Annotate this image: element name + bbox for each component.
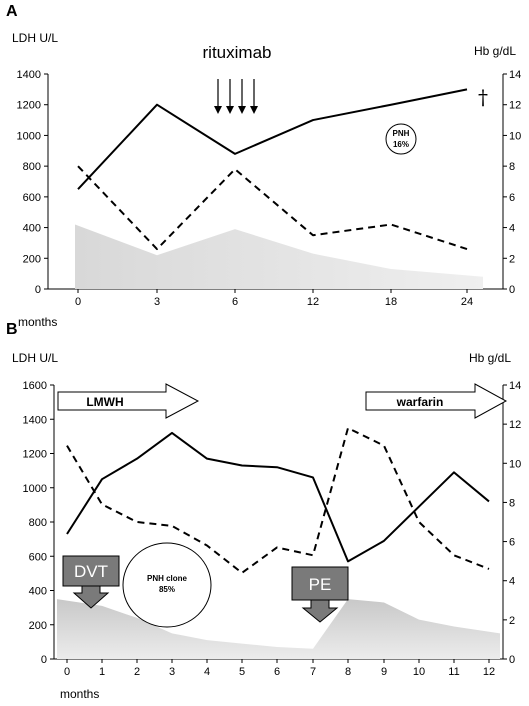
panel-b-left-tick-label: 800	[29, 517, 47, 529]
panel-a-left-tick-label: 600	[23, 192, 41, 204]
panel-b-left-tick-label: 400	[29, 586, 47, 598]
panel-b-x-tick-label: 0	[64, 666, 70, 678]
pnh-circle-a: PNH 16%	[385, 123, 417, 155]
panel-a-right-tick-label: 10	[509, 130, 521, 142]
panel-a-left-tick-label: 0	[35, 284, 41, 296]
panel-a-left-tick-label: 1000	[17, 130, 41, 142]
panel-b-x-tick-label: 5	[239, 666, 245, 678]
panel-a-right-tick-label: 6	[509, 192, 515, 204]
panel-b-right-tick-label: 2	[509, 615, 515, 627]
panel-a-left-tick-label: 800	[23, 161, 41, 173]
panel-b-left-tick-label: 1000	[23, 483, 47, 495]
dvt-callout: DVT	[62, 555, 120, 609]
panel-a-right-tick-label: 4	[509, 223, 515, 235]
panel-a: A LDH U/L Hb g/dL 0200400600800100012001…	[6, 3, 521, 329]
panel-b-right-tick-label: 0	[509, 654, 515, 666]
panel-b-x-tick-label: 4	[204, 666, 210, 678]
panel-b-area-series	[57, 599, 500, 659]
warfarin-label: warfarin	[396, 395, 444, 409]
panel-a-x-tick-label: 3	[154, 296, 160, 308]
panel-b-left-tick-label: 200	[29, 620, 47, 632]
panel-b-x-tick-label: 3	[169, 666, 175, 678]
panel-b-x-tick-label: 8	[345, 666, 351, 678]
rituximab-label: rituximab	[203, 43, 272, 62]
rituximab-arrow-2	[226, 79, 234, 114]
dvt-label: DVT	[74, 562, 108, 581]
panel-a-right-tick-label: 12	[509, 100, 521, 112]
panel-a-x-tick-label: 18	[385, 296, 397, 308]
panel-b-area-series	[57, 599, 500, 659]
panel-a-right-tick-label: 14	[509, 69, 521, 81]
panel-a-x-tick-label: 24	[461, 296, 473, 308]
pe-label: PE	[309, 575, 332, 594]
panel-b-left-tick-label: 600	[29, 551, 47, 563]
panel-a-line-series	[77, 88, 468, 251]
panel-b-right-tick-label: 4	[509, 576, 515, 588]
pe-callout: PE	[291, 566, 349, 623]
panel-b-right-tick-label: 12	[509, 419, 521, 431]
panel-a-x-tick-label: 12	[307, 296, 319, 308]
panel-a-right-tick-label: 8	[509, 161, 515, 173]
panel-a-left-axis-label: LDH U/L	[12, 31, 58, 45]
pnh-clone-text-1: PNH clone	[147, 574, 188, 583]
panel-a-x-tick-label: 6	[232, 296, 238, 308]
panel-b-solid-series	[66, 431, 490, 563]
pnh-circle-a-text-1: PNH	[393, 129, 410, 138]
panel-b-right-tick-label: 10	[509, 458, 521, 470]
panel-b-ticks: 0200400600800100012001400160002468101214…	[23, 380, 522, 678]
panel-a-dashed-series	[77, 165, 468, 251]
panel-b-x-tick-label: 10	[413, 666, 425, 678]
warfarin-arrow: warfarin	[365, 383, 508, 419]
rituximab-arrows	[214, 79, 258, 114]
panel-a-x-tick-label: 0	[75, 296, 81, 308]
rituximab-arrow-4	[250, 79, 258, 114]
panel-a-right-axis-label: Hb g/dL	[474, 44, 516, 58]
panel-b-left-axis-label: LDH U/L	[12, 351, 58, 365]
panel-a-area-series	[75, 224, 483, 289]
panel-b-x-tick-label: 7	[310, 666, 316, 678]
panel-b-x-tick-label: 11	[448, 666, 459, 678]
panel-a-label: A	[6, 3, 18, 20]
panel-a-left-tick-label: 1400	[17, 69, 41, 81]
panel-b-dashed-series	[66, 427, 490, 574]
lmwh-arrow: LMWH	[57, 383, 200, 419]
panel-b-x-tick-label: 12	[483, 666, 495, 678]
panel-a-left-tick-label: 400	[23, 223, 41, 235]
panel-a-left-tick-label: 200	[23, 253, 41, 265]
panel-b-x-tick-label: 2	[134, 666, 140, 678]
pnh-clone-circle: PNH clone 85%	[122, 542, 212, 628]
panel-a-area-series	[75, 224, 483, 289]
panel-b-right-tick-label: 8	[509, 497, 515, 509]
panel-a-solid-series	[77, 88, 468, 190]
panel-b-right-axis-label: Hb g/dL	[469, 351, 511, 365]
panel-b-left-tick-label: 1600	[23, 380, 47, 392]
panel-b-right-tick-label: 14	[509, 380, 521, 392]
rituximab-arrow-3	[238, 79, 246, 114]
panel-b-line-series	[66, 427, 490, 574]
panel-a-x-axis-label: months	[18, 315, 57, 329]
panel-b-x-axis-label: months	[60, 687, 99, 701]
panel-b-x-tick-label: 1	[99, 666, 105, 678]
lmwh-label: LMWH	[86, 395, 123, 409]
panel-a-right-tick-label: 0	[509, 284, 515, 296]
panel-a-right-tick-label: 2	[509, 253, 515, 265]
pnh-circle-a-text-2: 16%	[393, 140, 409, 149]
panel-b-label: B	[6, 321, 18, 338]
panel-a-left-tick-label: 1200	[17, 100, 41, 112]
panel-b-x-tick-label: 9	[381, 666, 387, 678]
panel-b: B LDH U/L Hb g/dL 0200400600800100012001…	[6, 321, 521, 701]
panel-b-right-tick-label: 6	[509, 537, 515, 549]
panel-b-left-tick-label: 1200	[23, 449, 47, 461]
panel-b-left-tick-label: 1400	[23, 414, 47, 426]
panel-b-x-tick-label: 6	[274, 666, 280, 678]
panel-b-left-tick-label: 0	[41, 654, 47, 666]
pnh-clone-text-2: 85%	[159, 585, 175, 594]
rituximab-arrow-1	[214, 79, 222, 114]
death-dagger-symbol: †	[478, 85, 488, 109]
